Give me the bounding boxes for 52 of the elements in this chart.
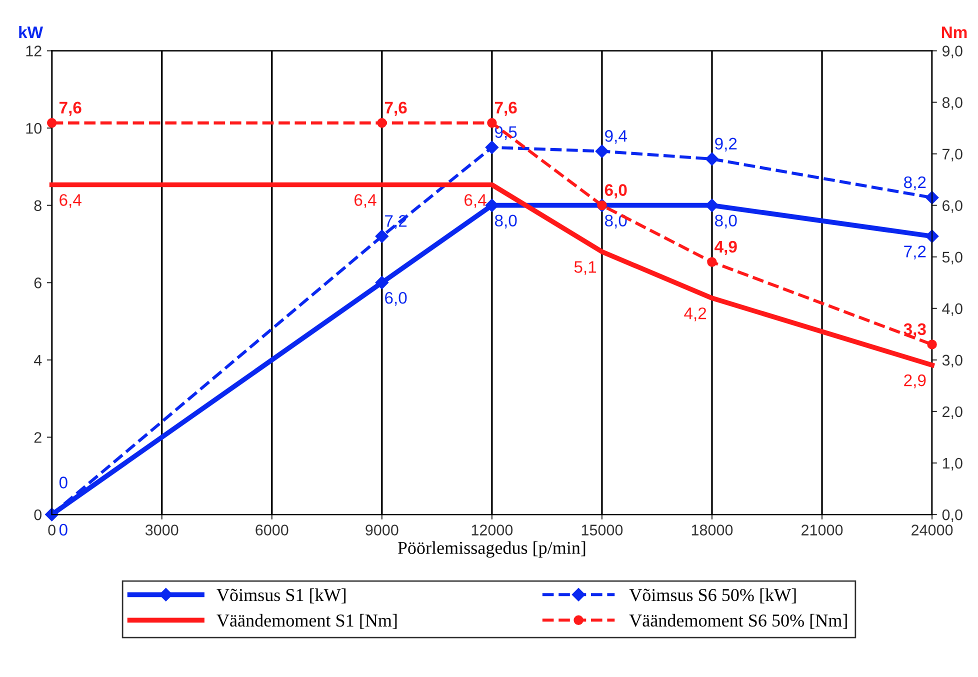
data-label: 7,6 <box>494 102 517 116</box>
data-label: 8,0 <box>715 214 737 228</box>
y2-tick-label: 7,0 <box>942 148 962 162</box>
y-tick-label: 8 <box>34 200 42 212</box>
y-tick-label: 4 <box>34 354 42 366</box>
y2-tick-label: 2,0 <box>942 406 962 419</box>
y-tick-label: 2 <box>34 432 42 443</box>
x-tick-label: 15000 <box>582 524 623 536</box>
data-label: 6,4 <box>464 194 486 208</box>
data-label: 6,4 <box>354 194 376 208</box>
data-label: 7,6 <box>59 102 82 116</box>
data-label: 6,0 <box>385 292 407 306</box>
y2-tick-label: 0,0 <box>942 509 962 522</box>
x-tick-label: 24000 <box>912 524 953 536</box>
data-label: 8,0 <box>494 214 517 228</box>
data-label: 6,4 <box>60 194 82 208</box>
x-tick-label: 18000 <box>692 524 733 536</box>
data-label: 4,2 <box>684 307 706 322</box>
y2-tick-label: 4,0 <box>942 303 962 316</box>
data-label: 2,9 <box>904 374 926 388</box>
data-label: 7,2 <box>904 246 926 260</box>
x-tick-label: 12000 <box>472 524 513 536</box>
y-tick-label: 6 <box>34 278 42 288</box>
data-label: 9,4 <box>605 130 627 144</box>
y-tick-label: 0 <box>34 509 42 520</box>
y2-axis-title: Nm <box>942 26 967 38</box>
legend-label: Väändemoment S1 [Nm] <box>216 614 397 629</box>
y-tick-label: 12 <box>26 46 42 56</box>
data-label: 4,9 <box>714 240 737 256</box>
y2-tick-label: 9,0 <box>942 46 962 58</box>
data-label: 8,2 <box>904 176 926 190</box>
x-tick-label: 6000 <box>256 524 288 536</box>
x-tick-label: 21000 <box>802 524 843 536</box>
x-tick-label: 3000 <box>145 524 178 536</box>
legend-label: Võimsus S6 50% [kW] <box>629 588 796 604</box>
data-label: 7,6 <box>384 102 407 116</box>
data-label: 0 <box>59 476 68 488</box>
y2-tick-label: 6,0 <box>942 200 962 213</box>
y2-tick-label: 1,0 <box>942 458 962 470</box>
x-tick-label: 9000 <box>366 524 398 536</box>
legend-label: Väändemoment S6 50% [Nm] <box>629 614 847 629</box>
data-label: 6,0 <box>604 184 627 198</box>
data-label: 9,2 <box>715 138 737 152</box>
y-tick-label: 10 <box>26 122 42 134</box>
y-axis-title: kW <box>19 26 44 38</box>
y2-tick-label: 5,0 <box>942 252 962 264</box>
y2-tick-label: 8,0 <box>942 97 962 110</box>
legend-label: Võimsus S1 [kW] <box>216 588 346 604</box>
y2-tick-label: 3,0 <box>942 354 962 368</box>
data-label: 5,1 <box>574 261 596 275</box>
x-axis-title: Pöörlemissagedus [p/min] <box>398 541 586 558</box>
x-tick-label: 0 <box>48 524 56 536</box>
